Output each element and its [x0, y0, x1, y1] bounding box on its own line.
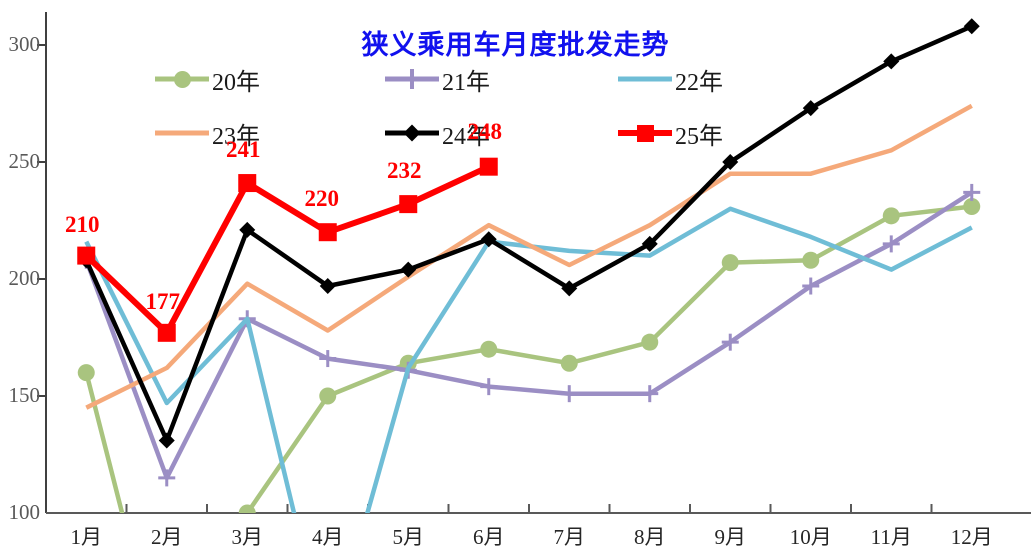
legend-label: 20年	[212, 69, 260, 96]
legend-label: 24年	[442, 123, 490, 150]
data-point-24年	[561, 280, 578, 297]
data-label-25nian: 241	[226, 137, 261, 163]
series-group	[77, 18, 981, 513]
data-point-20年	[480, 340, 498, 358]
y-axis-tick-label: 200	[8, 266, 41, 290]
y-axis-tick-label: 150	[8, 383, 41, 407]
legend-item-23年[interactable]: 23年	[155, 120, 260, 150]
data-point-25年	[399, 195, 418, 214]
legend-label: 21年	[442, 69, 490, 96]
x-axis-tick-label: 3月	[231, 525, 264, 549]
data-point-20年	[560, 354, 578, 372]
y-axis-tick-label: 100	[8, 500, 41, 524]
x-axis-tick-label: 4月	[312, 525, 344, 549]
series-line-22年	[84, 206, 973, 513]
data-point-20年	[963, 197, 981, 215]
legend-item-24年[interactable]: 24年	[385, 120, 490, 150]
legend-swatch-icon	[618, 68, 672, 90]
legend-marker-plus-icon	[402, 69, 422, 89]
data-point-24年	[641, 235, 658, 252]
legend-label: 25年	[675, 123, 723, 150]
data-label-25nian: 232	[387, 158, 422, 184]
data-point-24年	[480, 231, 497, 248]
legend-marker-circle-icon	[173, 70, 191, 88]
legend-label: 22年	[675, 69, 723, 96]
data-label-25nian: 177	[145, 288, 181, 314]
data-point-20年	[802, 251, 820, 269]
x-axis-tick-label: 12月	[950, 525, 993, 549]
chart-title: 狭义乘用车月度批发走势	[361, 30, 670, 60]
data-label-25nian: 248	[467, 118, 503, 144]
legend-label: 23年	[212, 123, 260, 150]
x-axis-tick-label: 9月	[714, 525, 747, 549]
legend-item-22年[interactable]: 22年	[618, 66, 723, 96]
x-axis-tick-label: 7月	[553, 525, 586, 549]
series-line-24年	[84, 24, 973, 443]
data-point-24年	[319, 278, 336, 295]
data-point-24年	[802, 100, 819, 117]
data-point-20年	[77, 364, 95, 382]
data-point-20年	[882, 207, 900, 225]
legend-marker-diamond-icon	[403, 124, 421, 142]
x-axis-tick-label: 5月	[392, 525, 425, 549]
x-axis-tick-label: 2月	[151, 525, 183, 549]
legend-swatch-icon	[618, 122, 672, 144]
data-point-24年	[883, 53, 900, 70]
x-axis-tick-label: 6月	[473, 525, 505, 549]
series-line-25年	[84, 163, 491, 336]
y-axis-tick-label: 250	[8, 149, 41, 173]
legend-marker-square-icon	[636, 124, 654, 142]
y-axis-tick-label: 300	[8, 32, 41, 56]
data-point-24年	[722, 154, 739, 170]
legend-item-21年[interactable]: 21年	[385, 66, 490, 96]
legend-line-icon	[618, 76, 672, 82]
legend-swatch-icon	[385, 122, 439, 144]
legend-line-icon	[155, 130, 209, 136]
x-axis-tick-label: 11月	[870, 525, 912, 549]
data-point-24年	[963, 18, 980, 35]
x-axis-tick-label: 1月	[70, 525, 103, 549]
data-point-25年	[157, 323, 176, 342]
data-point-20年	[238, 504, 256, 513]
data-point-24年	[239, 221, 256, 238]
legend-swatch-icon	[155, 122, 209, 144]
x-axis-tick-label: 10月	[789, 525, 832, 549]
data-point-20年	[721, 254, 739, 272]
legend-item-20年[interactable]: 20年	[155, 66, 260, 96]
data-point-24年	[158, 432, 175, 449]
series-line-21年	[84, 190, 974, 481]
data-label-25nian: 220	[304, 186, 340, 212]
series-line-20年	[84, 204, 973, 513]
data-point-25年	[238, 174, 257, 193]
data-point-25年	[77, 246, 96, 265]
data-point-20年	[319, 387, 337, 405]
data-label-25nian: 210	[65, 211, 100, 237]
data-point-25年	[318, 223, 337, 242]
legend-item-25年[interactable]: 25年	[618, 120, 723, 150]
x-axis-tick-label: 8月	[634, 525, 666, 549]
data-point-25年	[479, 157, 498, 176]
legend-swatch-icon	[155, 68, 209, 90]
legend-swatch-icon	[385, 68, 439, 90]
series-line-23年	[85, 103, 973, 410]
data-point-20年	[641, 333, 659, 351]
data-point-24年	[400, 261, 417, 278]
